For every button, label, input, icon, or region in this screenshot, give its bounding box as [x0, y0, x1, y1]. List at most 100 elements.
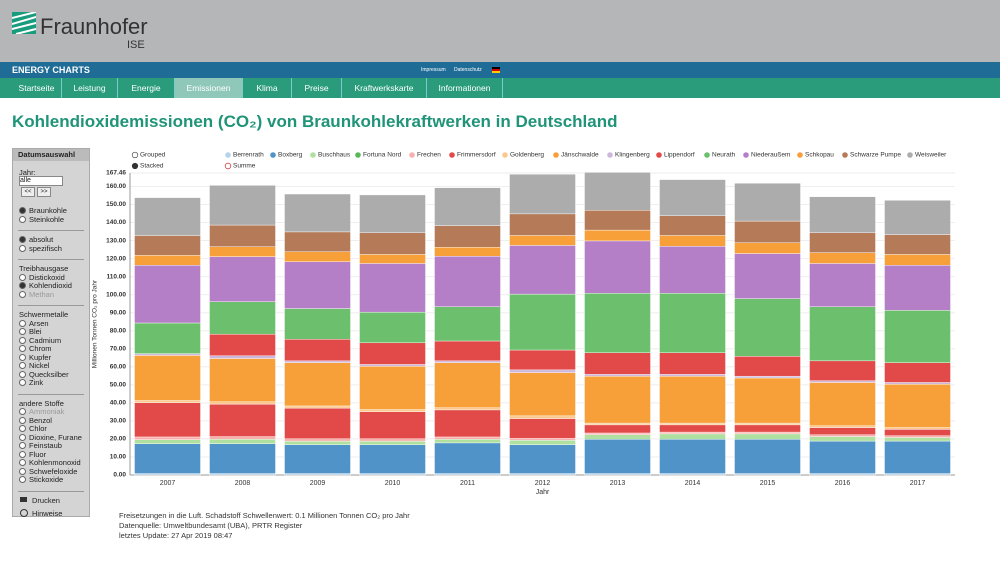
- option[interactable]: Feinstaub: [29, 441, 62, 450]
- link[interactable]: Impressum: [421, 67, 446, 73]
- year-select[interactable]: alle: [19, 176, 63, 186]
- bar-segment: [584, 229, 651, 242]
- nav-tab[interactable]: Energie: [118, 78, 175, 98]
- radio[interactable]: [19, 273, 26, 281]
- nav-tab[interactable]: Kraftwerkskarte: [342, 78, 427, 98]
- bar-segment: [509, 438, 576, 441]
- radio[interactable]: [19, 215, 26, 223]
- link[interactable]: Datenschutz: [454, 67, 482, 73]
- legend-swatch[interactable]: [502, 152, 508, 158]
- option[interactable]: Arsen: [29, 318, 49, 328]
- option[interactable]: Cadmium: [29, 335, 62, 345]
- option[interactable]: spezifisch: [29, 243, 62, 253]
- bar-segment: [359, 254, 426, 264]
- radio[interactable]: [19, 345, 26, 352]
- x-tick-label: 2008: [235, 480, 251, 487]
- legend-swatch[interactable]: [842, 152, 848, 158]
- option[interactable]: Quecksilber: [29, 369, 69, 379]
- flag[interactable]: [492, 67, 500, 73]
- radio[interactable]: [19, 433, 26, 441]
- nav-tab[interactable]: Informationen: [427, 78, 503, 98]
- option[interactable]: Distickoxid: [29, 272, 65, 282]
- option[interactable]: Schwefeloxide: [29, 466, 78, 476]
- radio[interactable]: [19, 290, 26, 298]
- option[interactable]: Blei: [29, 327, 42, 336]
- legend-swatch[interactable]: [607, 152, 613, 158]
- radio[interactable]: [19, 370, 26, 378]
- radio[interactable]: [19, 362, 26, 369]
- radio[interactable]: [19, 442, 26, 449]
- radio[interactable]: [19, 450, 26, 458]
- option[interactable]: Zink: [29, 378, 44, 387]
- legend-swatch[interactable]: [907, 152, 913, 158]
- legend-swatch[interactable]: [797, 152, 803, 158]
- option[interactable]: Benzol: [29, 415, 52, 425]
- legend-swatch[interactable]: [355, 152, 361, 158]
- radio[interactable]: [19, 476, 26, 483]
- legend-swatch[interactable]: [225, 152, 231, 158]
- info[interactable]: Hinweise: [32, 508, 63, 518]
- radio[interactable]: [19, 244, 26, 252]
- bar-segment: [134, 402, 201, 438]
- prev-button[interactable]: <<: [21, 187, 35, 197]
- option[interactable]: Fluor: [29, 449, 47, 459]
- radio[interactable]: [19, 282, 26, 289]
- option[interactable]: Steinkohle: [29, 214, 65, 224]
- bar-segment: [884, 310, 951, 363]
- nav-tab[interactable]: Preise: [292, 78, 342, 98]
- footer-line: letztes Update: 27 Apr 2019 08:47: [119, 531, 233, 540]
- radio[interactable]: [19, 328, 26, 335]
- legend-swatch[interactable]: [743, 152, 749, 158]
- bar-segment: [209, 403, 276, 437]
- info-icon[interactable]: [20, 508, 28, 517]
- radio[interactable]: [19, 207, 26, 214]
- x-tick-label: 2015: [760, 480, 776, 487]
- legend-label: Weisweiler: [915, 152, 947, 159]
- legend-swatch[interactable]: [553, 152, 559, 158]
- radio[interactable]: [19, 319, 26, 327]
- option[interactable]: absolut: [29, 235, 54, 244]
- legend-swatch[interactable]: [409, 152, 415, 158]
- option[interactable]: Stickoxide: [29, 475, 64, 484]
- option[interactable]: Braunkohle: [29, 206, 67, 215]
- next-button[interactable]: >>: [37, 187, 51, 197]
- option[interactable]: Dioxine, Furane: [29, 432, 82, 442]
- x-tick-label: 2009: [310, 480, 326, 487]
- bar-segment: [284, 438, 351, 442]
- radio[interactable]: [19, 416, 26, 424]
- radio[interactable]: [19, 467, 26, 475]
- bar-segment: [884, 473, 951, 476]
- radio[interactable]: [19, 459, 26, 466]
- legend-swatch[interactable]: [704, 152, 710, 158]
- bar-segment: [734, 220, 801, 243]
- nav-tab[interactable]: Klima: [243, 78, 292, 98]
- option[interactable]: Kupfer: [29, 352, 52, 362]
- legend-swatch[interactable]: [270, 152, 276, 158]
- nav-tab[interactable]: Startseite: [12, 78, 62, 98]
- radio[interactable]: [19, 353, 26, 361]
- legend-label: Boxberg: [278, 152, 303, 159]
- nav-tab[interactable]: Emissionen: [175, 78, 243, 98]
- nav-tab[interactable]: Leistung: [62, 78, 118, 98]
- radio[interactable]: [19, 379, 26, 386]
- option[interactable]: Kohlendioxid: [29, 281, 72, 290]
- option[interactable]: Nickel: [29, 361, 50, 370]
- legend-swatch[interactable]: [449, 152, 455, 158]
- legend-swatch[interactable]: [310, 152, 316, 158]
- option[interactable]: Methan: [29, 289, 55, 299]
- radio[interactable]: [19, 408, 26, 415]
- print[interactable]: Drucken: [32, 495, 60, 505]
- radio[interactable]: [19, 425, 26, 432]
- bar-segment: [509, 369, 576, 373]
- radio[interactable]: [19, 336, 26, 344]
- radio[interactable]: [19, 236, 26, 243]
- option[interactable]: Chrom: [29, 344, 52, 353]
- option[interactable]: Chlor: [29, 424, 47, 433]
- print-icon[interactable]: [20, 496, 27, 502]
- legend-swatch[interactable]: [656, 152, 662, 158]
- y-tick-label: 90.00: [110, 309, 127, 316]
- option[interactable]: Kohlenmonoxid: [29, 458, 81, 467]
- bar-segment: [734, 431, 801, 435]
- bar-segment: [209, 246, 276, 257]
- option[interactable]: Ammoniak: [29, 407, 65, 416]
